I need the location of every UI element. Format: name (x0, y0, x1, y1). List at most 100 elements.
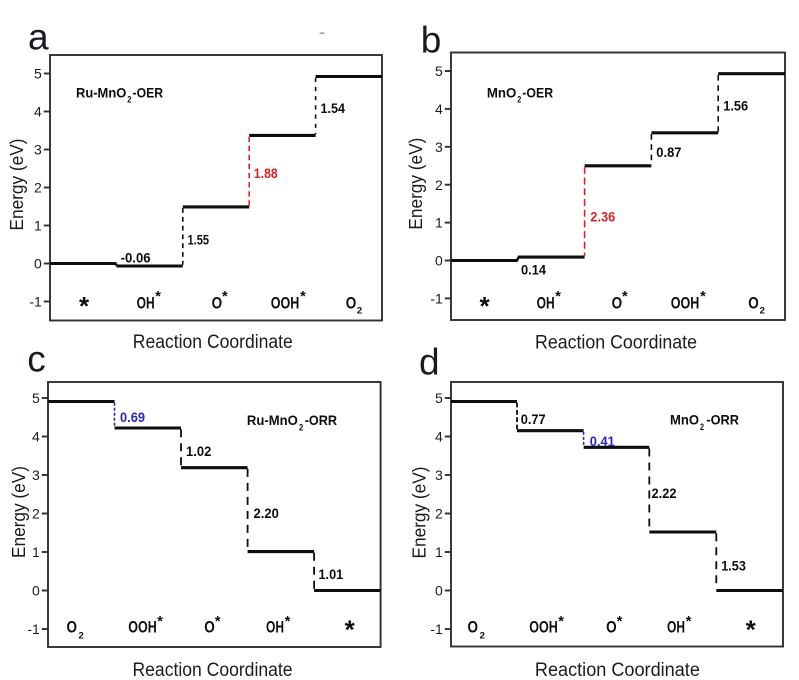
svg-text:O: O (66, 618, 77, 637)
svg-text:0.77: 0.77 (521, 412, 546, 428)
svg-text:O: O (346, 293, 357, 312)
svg-text:-0.06: -0.06 (121, 250, 151, 266)
svg-text:3: 3 (435, 467, 443, 483)
svg-text:2: 2 (517, 95, 521, 106)
svg-text:1.01: 1.01 (319, 567, 344, 583)
svg-text:-1: -1 (27, 621, 40, 637)
svg-text:Energy (eV): Energy (eV) (9, 466, 29, 558)
svg-text:b: b (421, 19, 442, 60)
svg-text:1.02: 1.02 (186, 444, 211, 460)
svg-text:5: 5 (32, 390, 40, 406)
svg-text:2.36: 2.36 (590, 210, 615, 226)
svg-text:2.20: 2.20 (254, 506, 279, 522)
svg-text:*: * (555, 289, 561, 305)
svg-text:O: O (612, 293, 623, 312)
svg-text:*: * (746, 615, 757, 645)
svg-text:1: 1 (34, 218, 42, 234)
svg-text:2: 2 (357, 306, 362, 317)
svg-text:0: 0 (435, 583, 443, 599)
svg-text:0.69: 0.69 (120, 410, 145, 426)
svg-text:Energy (eV): Energy (eV) (406, 138, 426, 230)
svg-text:*: * (686, 614, 692, 630)
svg-text:1: 1 (32, 544, 40, 560)
svg-text:0: 0 (435, 253, 443, 269)
svg-text:2: 2 (32, 506, 40, 522)
svg-text:2: 2 (435, 177, 443, 193)
svg-text:Reaction Coordinate: Reaction Coordinate (535, 332, 697, 353)
svg-text:Reaction Coordinate: Reaction Coordinate (133, 660, 293, 680)
svg-text:1.54: 1.54 (321, 101, 346, 117)
svg-text:2.22: 2.22 (652, 486, 677, 502)
svg-text:2: 2 (34, 180, 42, 196)
svg-text:5: 5 (34, 66, 42, 82)
svg-text:O: O (748, 293, 759, 312)
svg-text:0.14: 0.14 (521, 262, 546, 278)
svg-text:OH: OH (266, 618, 284, 637)
svg-text:OH: OH (667, 618, 685, 637)
svg-text:O: O (468, 618, 479, 637)
svg-text:Ru-MnO: Ru-MnO (76, 85, 127, 100)
svg-text:0: 0 (34, 256, 42, 272)
svg-text:4: 4 (32, 429, 40, 445)
svg-text:1.56: 1.56 (723, 98, 748, 114)
svg-text:OOH: OOH (529, 618, 558, 637)
svg-text:-ORR: -ORR (706, 413, 739, 428)
svg-text:*: * (157, 614, 163, 630)
svg-text:*: * (300, 289, 306, 305)
svg-text:*: * (215, 614, 221, 630)
svg-text:3: 3 (32, 467, 40, 483)
svg-text:-1: -1 (29, 294, 42, 310)
svg-text:5: 5 (435, 390, 443, 406)
svg-text:OH: OH (137, 293, 155, 312)
svg-text:1: 1 (435, 544, 443, 560)
svg-text:1.88: 1.88 (254, 166, 278, 182)
svg-text:-ORR: -ORR (305, 413, 337, 428)
svg-text:2: 2 (299, 422, 303, 433)
svg-text:O: O (204, 618, 215, 637)
svg-text:*: * (345, 615, 356, 645)
svg-text:*: * (79, 291, 90, 321)
svg-text:*: * (558, 614, 564, 630)
svg-text:*: * (479, 291, 490, 321)
svg-text:*: * (700, 289, 706, 305)
svg-text:OH: OH (537, 293, 555, 312)
svg-text:2: 2 (480, 631, 485, 642)
svg-text:0.41: 0.41 (590, 434, 615, 450)
svg-text:Ru-MnO: Ru-MnO (247, 413, 298, 428)
svg-text:1.55: 1.55 (188, 232, 210, 248)
svg-text:2: 2 (79, 631, 84, 642)
svg-text:0.87: 0.87 (656, 145, 681, 161)
svg-text:3: 3 (435, 139, 443, 155)
svg-text:O: O (606, 618, 617, 637)
svg-text:*: * (617, 614, 623, 630)
svg-text:*: * (285, 614, 291, 630)
svg-text:3: 3 (34, 142, 42, 158)
svg-text:d: d (419, 341, 440, 382)
svg-text:4: 4 (435, 101, 443, 117)
svg-text:-1: -1 (430, 621, 443, 637)
svg-text:Energy (eV): Energy (eV) (7, 139, 27, 231)
svg-text:2: 2 (700, 422, 704, 433)
svg-text:MnO: MnO (670, 413, 699, 428)
svg-text:2: 2 (127, 95, 131, 106)
svg-text:1: 1 (435, 215, 443, 231)
svg-text:5: 5 (435, 63, 443, 79)
svg-text:*: * (622, 289, 628, 305)
svg-text:2: 2 (435, 506, 443, 522)
svg-text:O: O (212, 293, 223, 312)
svg-text:MnO: MnO (487, 85, 517, 100)
svg-text:-1: -1 (430, 290, 443, 306)
svg-text:-OER: -OER (522, 85, 553, 100)
svg-text:*: * (155, 289, 161, 305)
svg-text:c: c (27, 338, 46, 379)
svg-text:a: a (28, 16, 49, 57)
svg-text:-OER: -OER (133, 85, 164, 100)
svg-text:*: * (222, 289, 228, 305)
svg-text:OOH: OOH (128, 618, 157, 637)
svg-text:2: 2 (760, 306, 765, 317)
svg-text:OOH: OOH (671, 293, 700, 312)
svg-text:1.53: 1.53 (721, 558, 746, 574)
svg-text:4: 4 (435, 429, 443, 445)
svg-text:Reaction Coordinate: Reaction Coordinate (535, 660, 700, 680)
svg-text:0: 0 (32, 583, 40, 599)
